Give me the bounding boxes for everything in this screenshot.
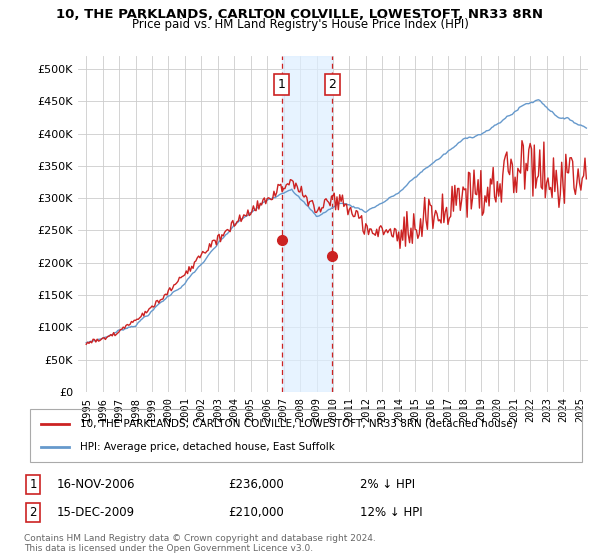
Text: 2% ↓ HPI: 2% ↓ HPI [360,478,415,491]
Text: 10, THE PARKLANDS, CARLTON COLVILLE, LOWESTOFT, NR33 8RN (detached house): 10, THE PARKLANDS, CARLTON COLVILLE, LOW… [80,419,517,429]
Text: £236,000: £236,000 [228,478,284,491]
Text: 1: 1 [29,478,37,491]
Text: Contains HM Land Registry data © Crown copyright and database right 2024.
This d: Contains HM Land Registry data © Crown c… [24,534,376,553]
Bar [281,56,332,392]
Text: 2: 2 [328,78,336,91]
Text: 12% ↓ HPI: 12% ↓ HPI [360,506,422,519]
Text: 1: 1 [278,78,286,91]
Text: £210,000: £210,000 [228,506,284,519]
Text: 15-DEC-2009: 15-DEC-2009 [57,506,135,519]
Text: 16-NOV-2006: 16-NOV-2006 [57,478,136,491]
Text: HPI: Average price, detached house, East Suffolk: HPI: Average price, detached house, East… [80,442,335,452]
Text: 2: 2 [29,506,37,519]
Text: Price paid vs. HM Land Registry's House Price Index (HPI): Price paid vs. HM Land Registry's House … [131,18,469,31]
Text: 10, THE PARKLANDS, CARLTON COLVILLE, LOWESTOFT, NR33 8RN: 10, THE PARKLANDS, CARLTON COLVILLE, LOW… [56,8,544,21]
